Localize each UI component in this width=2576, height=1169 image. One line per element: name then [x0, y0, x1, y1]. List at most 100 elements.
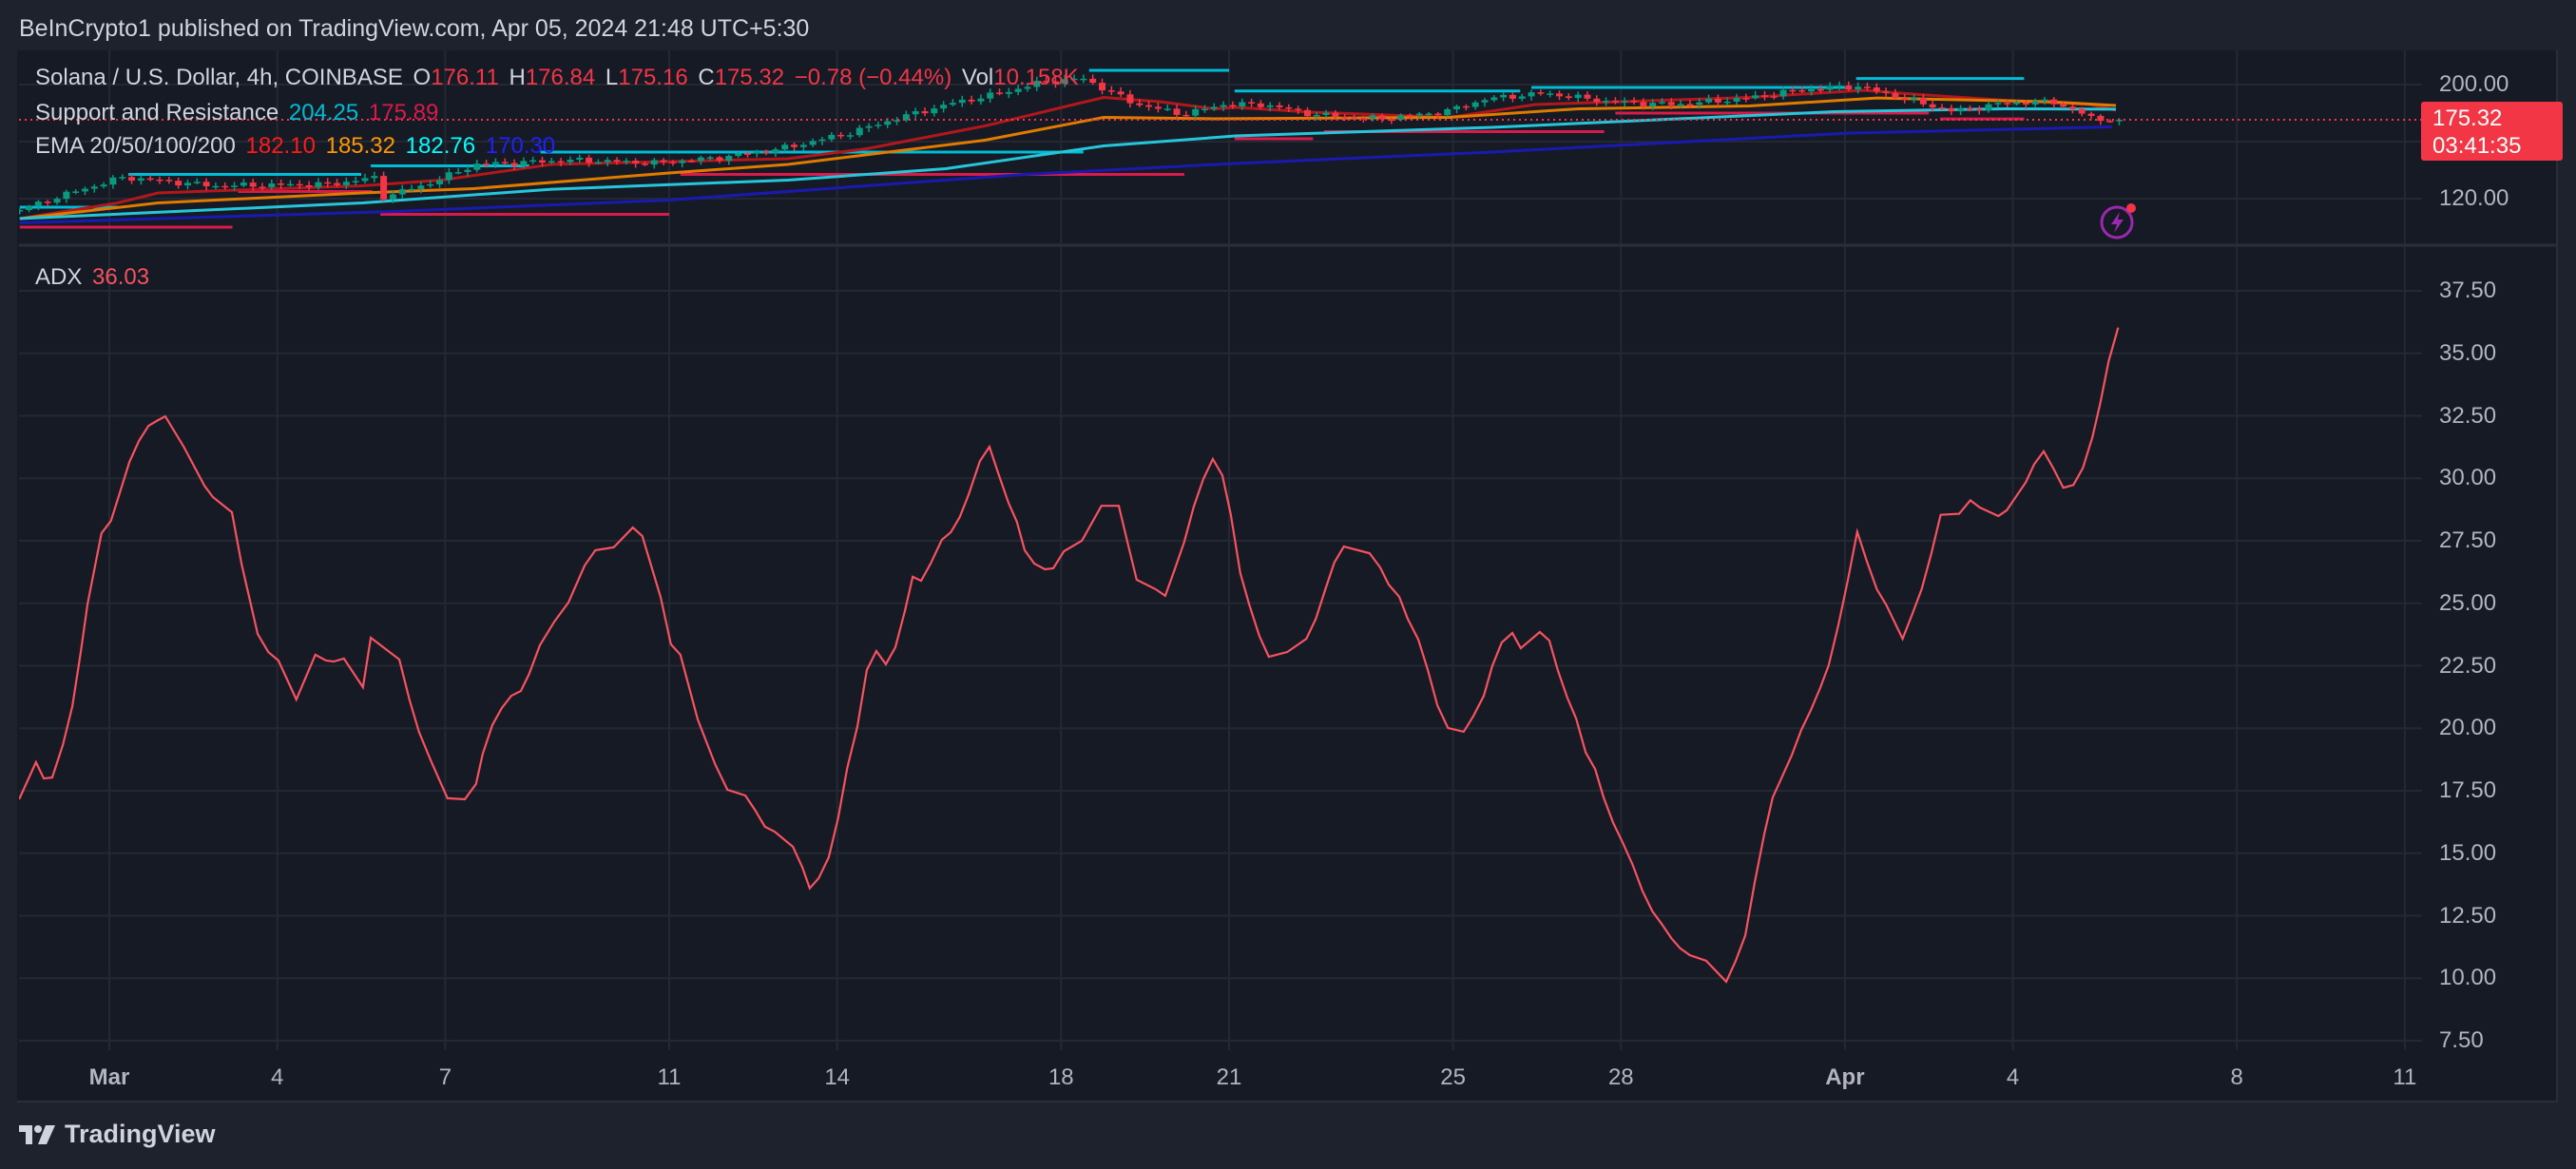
candle-body	[1705, 98, 1713, 103]
candle-body	[1024, 86, 1031, 89]
candle-body	[781, 144, 789, 150]
candle-body	[1014, 88, 1022, 92]
adx-axis-label: 37.50	[2439, 278, 2497, 303]
candle-body	[1490, 97, 1498, 101]
tradingview-logo[interactable]: TradingView	[19, 1120, 216, 1149]
close-value: 175.32	[714, 65, 785, 90]
candle-body	[1929, 104, 1936, 108]
candle-body	[501, 162, 509, 164]
candle-body	[604, 160, 611, 163]
time-axis-label: 4	[271, 1064, 284, 1090]
ema200-value: 170.30	[485, 133, 556, 159]
lightning-alert-icon[interactable]	[2100, 202, 2138, 240]
ema-label[interactable]: EMA 20/50/100/200	[35, 133, 236, 159]
candle-body	[44, 201, 51, 203]
candle-body	[1471, 102, 1479, 107]
candle-body	[828, 134, 836, 140]
candle-body	[1565, 96, 1572, 99]
candle-body	[1901, 98, 1909, 100]
candle-body	[1845, 86, 1853, 90]
candle-body	[334, 182, 341, 185]
time-axis-label: 21	[1216, 1064, 1242, 1090]
candle-body	[1098, 83, 1105, 91]
candle-body	[464, 169, 471, 173]
candle-body	[146, 178, 154, 181]
candle-body	[884, 121, 892, 125]
candle-body	[1770, 96, 1778, 98]
candle-body	[1630, 101, 1638, 103]
candle-body	[1248, 102, 1256, 104]
candle-body	[902, 114, 910, 121]
time-axis-label: 8	[2230, 1064, 2243, 1090]
candle-body	[958, 99, 966, 104]
adx-axis-label: 7.50	[2439, 1027, 2484, 1053]
candle-body	[2078, 108, 2086, 114]
candle-body	[949, 103, 956, 105]
volume-value: 10.158K	[993, 65, 1079, 90]
candle-body	[735, 153, 742, 157]
candle-body	[491, 162, 499, 164]
candle-body	[1117, 91, 1125, 95]
candle-body	[1760, 95, 1768, 97]
candle-body	[305, 184, 313, 187]
candle-body	[1975, 108, 1983, 111]
candle-body	[912, 111, 919, 115]
candle-body	[1295, 108, 1302, 110]
candle-body	[81, 188, 88, 192]
candle-body	[212, 185, 220, 188]
sr-support-value: 175.89	[368, 100, 439, 125]
candle-body	[1220, 105, 1227, 107]
chart-frame[interactable]	[17, 50, 2558, 1102]
candle-body	[688, 161, 696, 163]
candle-body	[221, 185, 229, 188]
candle-body	[1640, 102, 1647, 106]
price-pane	[19, 68, 2124, 229]
candle-body	[1574, 94, 1582, 99]
candle-body	[1369, 115, 1376, 119]
candle-body	[1882, 91, 1890, 93]
candle-body	[352, 181, 359, 182]
candle-body	[567, 160, 574, 163]
candle-body	[2060, 104, 2067, 107]
adx-line	[19, 327, 2120, 984]
adx-value: 36.03	[92, 264, 150, 290]
low-label: L	[605, 65, 619, 90]
candle-body	[632, 161, 640, 164]
candle-body	[427, 183, 434, 186]
candle-body	[576, 157, 584, 161]
candle-body	[1603, 100, 1610, 103]
candle-body	[1406, 115, 1413, 117]
adx-legend: ADX 36.03	[35, 264, 153, 291]
candle-body	[193, 182, 201, 183]
candle-body	[1462, 105, 1470, 108]
symbol-legend: Solana / U.S. Dollar, 4h, COINBASE O176.…	[35, 65, 1083, 91]
candle-body	[1547, 93, 1554, 95]
candle-body	[1332, 112, 1339, 117]
candle-body	[1826, 86, 1834, 90]
candle-body	[342, 182, 350, 185]
sr-legend: Support and Resistance 204.25 175.89	[35, 100, 442, 126]
candle-body	[1201, 108, 1208, 111]
candle-body	[1836, 86, 1843, 87]
candle-body	[1061, 79, 1068, 85]
sr-label[interactable]: Support and Resistance	[35, 100, 279, 125]
candle-body	[156, 179, 163, 182]
symbol-title[interactable]: Solana / U.S. Dollar, 4h, COINBASE	[35, 65, 403, 90]
candle-body	[1182, 114, 1190, 117]
candle-body	[19, 210, 24, 212]
candle-body	[791, 144, 798, 147]
candle-body	[1107, 90, 1115, 92]
last-price-badge: 175.32 03:41:35	[2421, 102, 2563, 161]
candle-body	[63, 191, 70, 200]
time-axis-label: 25	[1440, 1064, 1466, 1090]
candle-body	[1733, 98, 1740, 102]
candle-body	[1276, 105, 1283, 107]
candle-body	[315, 182, 322, 187]
candle-body	[987, 92, 994, 99]
candle-body	[660, 160, 667, 163]
candle-body	[1257, 103, 1264, 107]
candle-body	[594, 162, 602, 164]
adx-label[interactable]: ADX	[35, 264, 83, 290]
candle-body	[1351, 116, 1358, 119]
